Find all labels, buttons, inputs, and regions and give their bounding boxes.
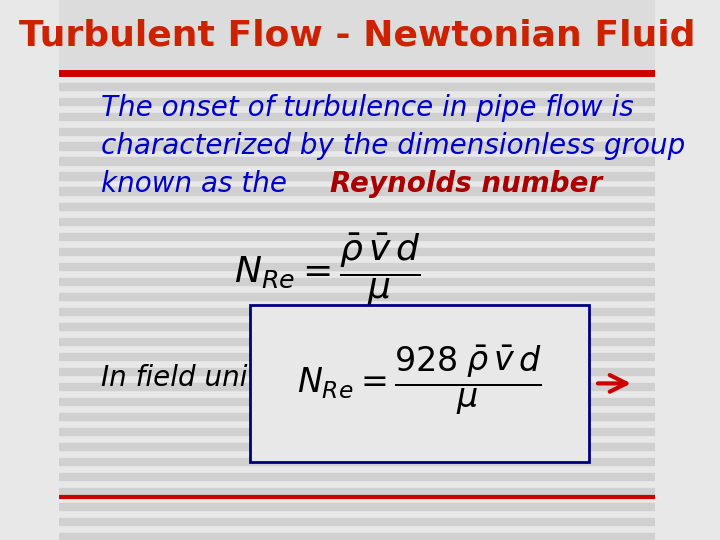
- Bar: [59, 83, 654, 90]
- Bar: [59, 532, 654, 540]
- Bar: [59, 307, 654, 315]
- Bar: [59, 127, 654, 135]
- Text: characterized by the dimensionless group: characterized by the dimensionless group: [101, 132, 685, 160]
- Bar: [59, 98, 654, 105]
- Bar: [59, 322, 654, 330]
- Bar: [59, 23, 654, 30]
- Bar: [59, 293, 654, 300]
- Bar: [59, 503, 654, 510]
- Bar: [59, 517, 654, 525]
- Bar: [59, 187, 654, 195]
- Bar: [59, 218, 654, 225]
- Text: $N_{Re} = \dfrac{928\;\bar{\rho}\,\bar{v}\,d}{\mu}$: $N_{Re} = \dfrac{928\;\bar{\rho}\,\bar{v…: [297, 344, 542, 417]
- Text: In field units,: In field units,: [101, 364, 282, 392]
- Bar: [59, 202, 654, 210]
- Bar: [59, 233, 654, 240]
- Text: known as the: known as the: [101, 170, 305, 198]
- Bar: [59, 457, 654, 465]
- Bar: [59, 278, 654, 285]
- Bar: [59, 143, 654, 150]
- Bar: [59, 488, 654, 495]
- Bar: [59, 472, 654, 480]
- Text: The onset of turbulence in pipe flow is: The onset of turbulence in pipe flow is: [101, 94, 634, 122]
- Bar: [59, 247, 654, 255]
- Bar: [59, 37, 654, 45]
- Bar: [59, 397, 654, 405]
- Bar: [59, 68, 654, 75]
- Text: $N_{Re} = \dfrac{\bar{\rho}\,\bar{v}\,d}{\mu}$: $N_{Re} = \dfrac{\bar{\rho}\,\bar{v}\,d}…: [234, 232, 420, 308]
- FancyBboxPatch shape: [250, 305, 589, 462]
- Bar: [59, 262, 654, 270]
- Bar: [59, 112, 654, 120]
- Bar: [59, 338, 654, 345]
- Bar: [59, 368, 654, 375]
- Text: Turbulent Flow - Newtonian Fluid: Turbulent Flow - Newtonian Fluid: [19, 18, 696, 52]
- Bar: [59, 172, 654, 180]
- Bar: [59, 382, 654, 390]
- Text: Reynolds number: Reynolds number: [330, 170, 603, 198]
- Bar: [59, 8, 654, 15]
- Bar: [59, 442, 654, 450]
- FancyBboxPatch shape: [59, 0, 654, 70]
- Bar: [59, 52, 654, 60]
- Bar: [59, 353, 654, 360]
- Bar: [59, 413, 654, 420]
- Bar: [59, 428, 654, 435]
- Bar: [59, 158, 654, 165]
